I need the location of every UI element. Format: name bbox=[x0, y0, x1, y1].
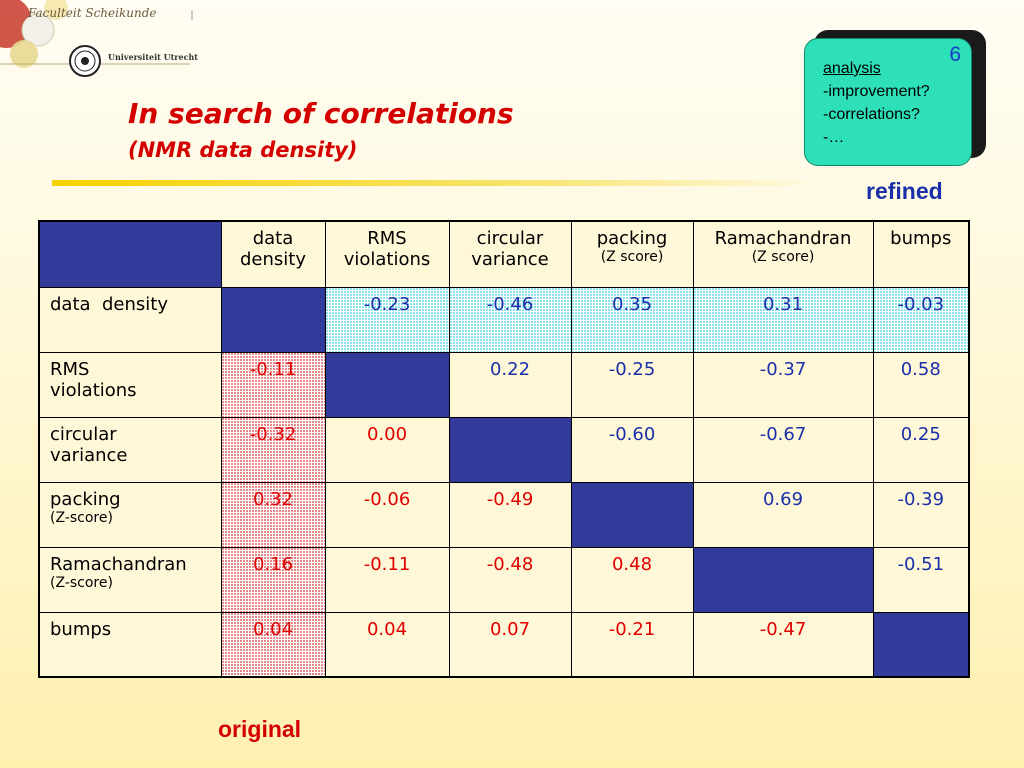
row-header-label: RMS bbox=[50, 358, 90, 380]
row-header: Ramachandran (Z-score) bbox=[38, 546, 222, 613]
slide-subtitle: (NMR data density) bbox=[128, 138, 358, 162]
row-header: packing (Z-score) bbox=[38, 481, 222, 548]
original-correlation-cell: -0.47 bbox=[692, 611, 874, 678]
diagonal-cell bbox=[324, 351, 450, 418]
column-header-sublabel: variance bbox=[471, 249, 549, 270]
original-correlation-cell: -0.48 bbox=[448, 546, 572, 613]
table-row: packing (Z-score) 0.32 -0.06 -0.49 0.69 -0.39 bbox=[38, 481, 970, 548]
callout-line: -correlations? bbox=[823, 106, 920, 123]
original-correlation-cell: 0.32 bbox=[220, 481, 326, 548]
refined-correlation-cell: -0.67 bbox=[692, 416, 874, 483]
diagonal-cell bbox=[220, 286, 326, 353]
row-header-sublabel: violations bbox=[50, 379, 137, 401]
column-header-sublabel: (Z score) bbox=[751, 249, 815, 265]
column-header-sublabel: density bbox=[240, 249, 306, 270]
refined-label: refined bbox=[866, 178, 943, 204]
diagonal-cell bbox=[448, 416, 572, 483]
diagonal-cell bbox=[570, 481, 694, 548]
original-correlation-cell: 0.07 bbox=[448, 611, 572, 678]
row-header: circular variance bbox=[38, 416, 222, 483]
row-header-sublabel: (Z-score) bbox=[50, 574, 113, 591]
university-seal-icon bbox=[69, 45, 101, 77]
refined-correlation-cell: 0.69 bbox=[692, 481, 874, 548]
university-name: Universiteit Utrecht bbox=[108, 52, 198, 62]
row-header-label: Ramachandran bbox=[50, 553, 187, 575]
original-correlation-cell: 0.16 bbox=[220, 546, 326, 613]
original-label: original bbox=[218, 716, 302, 742]
column-header-label: Ramachandran bbox=[714, 228, 852, 249]
callout-heading: analysis bbox=[823, 60, 881, 77]
column-header: bumps bbox=[872, 220, 970, 288]
table-header-row: data density RMS violations circular variance… bbox=[38, 220, 970, 288]
analysis-callout: 6 analysis -improvement? -correlations? … bbox=[804, 38, 972, 166]
title-divider bbox=[52, 180, 822, 186]
slide-number: 6 bbox=[949, 43, 961, 66]
original-correlation-cell: 0.48 bbox=[570, 546, 694, 613]
original-correlation-cell: 0.04 bbox=[220, 611, 326, 678]
refined-correlation-cell: -0.25 bbox=[570, 351, 694, 418]
logo-graphic bbox=[0, 0, 193, 68]
column-header-sublabel: (Z score) bbox=[600, 249, 664, 265]
column-header-label: data bbox=[252, 228, 294, 249]
column-header: circular variance bbox=[448, 220, 572, 288]
refined-correlation-cell: 0.25 bbox=[872, 416, 970, 483]
refined-correlation-cell: 0.31 bbox=[692, 286, 874, 353]
table-corner-cell bbox=[38, 220, 222, 288]
column-header: data density bbox=[220, 220, 326, 288]
row-header: data density bbox=[38, 286, 222, 353]
column-header-label: RMS bbox=[367, 228, 407, 249]
row-header-label: circular bbox=[50, 423, 117, 445]
table-row: bumps 0.04 0.04 0.07 -0.21 -0.47 bbox=[38, 611, 970, 678]
refined-correlation-cell: -0.51 bbox=[872, 546, 970, 613]
original-correlation-cell: -0.32 bbox=[220, 416, 326, 483]
diagonal-cell bbox=[872, 611, 970, 678]
row-header-sublabel: variance bbox=[50, 444, 128, 466]
refined-correlation-cell: 0.58 bbox=[872, 351, 970, 418]
refined-correlation-cell: -0.60 bbox=[570, 416, 694, 483]
original-correlation-cell: -0.21 bbox=[570, 611, 694, 678]
original-correlation-cell: -0.06 bbox=[324, 481, 450, 548]
table-row: circular variance -0.32 0.00 -0.60 -0.67 0.25 bbox=[38, 416, 970, 483]
refined-correlation-cell: 0.35 bbox=[570, 286, 694, 353]
row-header: bumps bbox=[38, 611, 222, 678]
original-correlation-cell: -0.49 bbox=[448, 481, 572, 548]
refined-correlation-cell: 0.22 bbox=[448, 351, 572, 418]
original-correlation-cell: -0.11 bbox=[220, 351, 326, 418]
column-header: Ramachandran (Z score) bbox=[692, 220, 874, 288]
refined-correlation-cell: -0.37 bbox=[692, 351, 874, 418]
column-header-label: bumps bbox=[890, 228, 952, 249]
column-header-label: circular bbox=[476, 228, 544, 249]
row-header-label: packing bbox=[50, 488, 121, 510]
column-header-sublabel: violations bbox=[343, 249, 431, 270]
refined-correlation-cell: -0.46 bbox=[448, 286, 572, 353]
column-header-label: packing bbox=[596, 228, 668, 249]
column-header: packing (Z score) bbox=[570, 220, 694, 288]
university-logo: Faculteit Scheikunde Universiteit Utrech… bbox=[0, 0, 200, 80]
table-row: Ramachandran (Z-score) 0.16 -0.11 -0.48 0.48-… bbox=[38, 546, 970, 613]
table-row: RMS violations -0.11 0.22 -0.25 -0.37 0.58 bbox=[38, 351, 970, 418]
original-correlation-cell: 0.04 bbox=[324, 611, 450, 678]
column-header: RMS violations bbox=[324, 220, 450, 288]
original-correlation-cell: -0.11 bbox=[324, 546, 450, 613]
refined-correlation-cell: -0.39 bbox=[872, 481, 970, 548]
correlation-table: data density RMS violations circular variance… bbox=[38, 220, 970, 678]
callout-line: -… bbox=[823, 129, 845, 146]
slide-title: In search of correlations bbox=[128, 97, 514, 130]
refined-correlation-cell: -0.03 bbox=[872, 286, 970, 353]
row-header-label: data density bbox=[50, 293, 168, 315]
table-body: data density -0.23 -0.46 0.35 0.31 -0.03 RMS vi… bbox=[38, 286, 970, 678]
callout-line: -improvement? bbox=[823, 83, 930, 100]
table-row: data density -0.23 -0.46 0.35 0.31 -0.03 bbox=[38, 286, 970, 353]
row-header-sublabel: (Z-score) bbox=[50, 509, 113, 526]
diagonal-cell bbox=[692, 546, 874, 613]
row-header-label: bumps bbox=[50, 618, 112, 640]
original-correlation-cell: 0.00 bbox=[324, 416, 450, 483]
faculty-name: Faculteit Scheikunde bbox=[28, 6, 157, 20]
row-header: RMS violations bbox=[38, 351, 222, 418]
refined-correlation-cell: -0.23 bbox=[324, 286, 450, 353]
